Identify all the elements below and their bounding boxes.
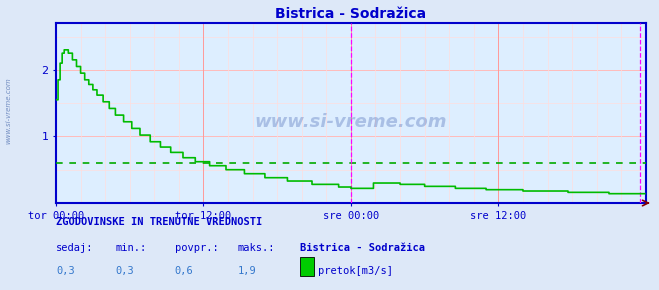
Text: min.:: min.: bbox=[115, 243, 146, 253]
Text: pretok[m3/s]: pretok[m3/s] bbox=[318, 266, 393, 276]
Text: 0,3: 0,3 bbox=[56, 266, 74, 276]
Text: maks.:: maks.: bbox=[237, 243, 275, 253]
Text: ZGODOVINSKE IN TRENUTNE VREDNOSTI: ZGODOVINSKE IN TRENUTNE VREDNOSTI bbox=[56, 217, 262, 227]
Text: povpr.:: povpr.: bbox=[175, 243, 218, 253]
Text: Bistrica - Sodražica: Bistrica - Sodražica bbox=[300, 243, 425, 253]
Text: sedaj:: sedaj: bbox=[56, 243, 94, 253]
Text: 1,9: 1,9 bbox=[237, 266, 256, 276]
Text: www.si-vreme.com: www.si-vreme.com bbox=[254, 113, 447, 131]
Text: 0,3: 0,3 bbox=[115, 266, 134, 276]
Text: 0,6: 0,6 bbox=[175, 266, 193, 276]
Text: www.si-vreme.com: www.si-vreme.com bbox=[5, 77, 11, 144]
Title: Bistrica - Sodražica: Bistrica - Sodražica bbox=[275, 7, 426, 21]
